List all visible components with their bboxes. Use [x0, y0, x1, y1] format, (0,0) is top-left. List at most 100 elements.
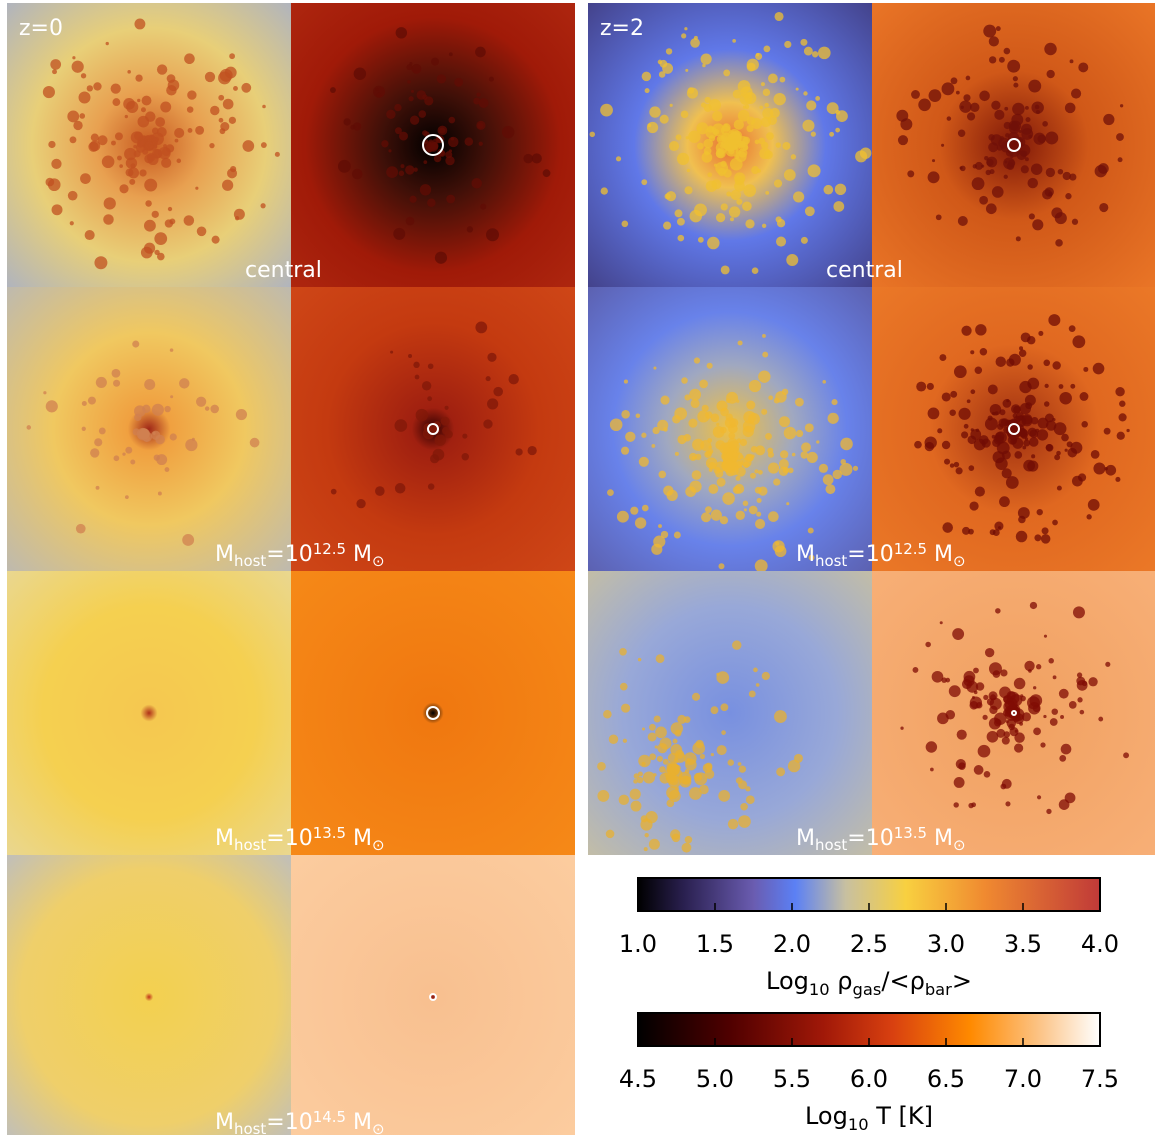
- label-sub: bar: [925, 980, 952, 999]
- clump: [1000, 783, 1007, 790]
- clump: [424, 96, 434, 106]
- clump: [375, 486, 385, 496]
- clump: [1033, 727, 1041, 736]
- clump: [137, 98, 141, 103]
- clump: [607, 489, 614, 497]
- clump: [1059, 754, 1067, 762]
- clump: [1123, 752, 1130, 759]
- clump: [621, 703, 631, 713]
- clump: [822, 474, 834, 486]
- clump: [987, 384, 998, 395]
- clump: [81, 426, 86, 431]
- clump: [1008, 353, 1021, 366]
- clump: [1069, 59, 1074, 64]
- clump: [795, 429, 804, 438]
- label-sub: ⊙: [953, 552, 966, 570]
- clump: [329, 87, 336, 94]
- label-sub: ⊙: [372, 552, 385, 570]
- clump: [353, 67, 367, 80]
- clump: [773, 179, 783, 188]
- clump: [737, 80, 751, 93]
- clump: [803, 91, 808, 96]
- clump: [900, 118, 913, 131]
- label-text: M: [346, 826, 372, 851]
- clump: [1024, 660, 1035, 672]
- clump: [112, 98, 121, 106]
- clump: [660, 395, 670, 405]
- clump: [704, 150, 709, 156]
- clump: [400, 164, 405, 169]
- clump: [409, 62, 413, 66]
- map-panel: [7, 571, 291, 855]
- clump: [641, 504, 649, 512]
- clump: [742, 461, 750, 468]
- clump: [125, 446, 133, 454]
- clump: [523, 153, 533, 164]
- clump: [143, 219, 156, 232]
- clump: [69, 221, 74, 226]
- clump: [746, 400, 756, 410]
- clump: [684, 186, 693, 195]
- clump: [833, 201, 845, 212]
- clump: [395, 127, 402, 135]
- clump: [927, 407, 940, 420]
- clump: [941, 82, 955, 96]
- clump: [666, 489, 678, 501]
- clump: [691, 456, 696, 460]
- clump: [1011, 143, 1018, 149]
- clump: [1032, 219, 1044, 231]
- clump: [1070, 383, 1076, 389]
- clump: [145, 135, 150, 140]
- clump: [1105, 464, 1117, 476]
- clump: [1038, 330, 1044, 336]
- clump: [970, 102, 980, 113]
- clump: [140, 107, 146, 113]
- clump: [132, 340, 140, 348]
- clump: [241, 82, 252, 93]
- centre-marker: [422, 134, 444, 156]
- clump: [681, 842, 692, 853]
- clump: [1036, 664, 1042, 670]
- clump: [780, 450, 789, 459]
- clump: [651, 444, 656, 448]
- clump: [174, 138, 179, 143]
- clump: [1004, 106, 1009, 111]
- clump: [1044, 413, 1054, 423]
- clump: [795, 397, 804, 407]
- clump: [801, 442, 811, 453]
- clump: [408, 354, 413, 358]
- clump: [1115, 387, 1125, 397]
- clump: [802, 119, 815, 132]
- clump: [127, 70, 131, 74]
- clump: [204, 71, 216, 83]
- label-sub: host: [234, 836, 266, 854]
- clump: [803, 46, 813, 56]
- clump: [134, 18, 146, 30]
- clump: [156, 127, 167, 137]
- clump: [597, 789, 610, 802]
- clump: [704, 450, 712, 458]
- clump: [774, 710, 787, 723]
- label-sub: host: [234, 552, 266, 570]
- clump: [783, 169, 796, 181]
- clump: [123, 97, 135, 110]
- clump: [186, 106, 194, 113]
- clump: [90, 448, 100, 458]
- clump: [694, 453, 702, 461]
- clump: [1042, 121, 1048, 127]
- label-sub: ⊙: [372, 1120, 385, 1135]
- clump: [50, 59, 62, 70]
- clump: [1043, 401, 1050, 407]
- clump: [924, 436, 937, 449]
- clump: [957, 216, 968, 226]
- clump: [995, 608, 1001, 614]
- clump: [204, 406, 210, 411]
- clump: [999, 136, 1005, 141]
- clump: [71, 60, 84, 73]
- clump: [726, 191, 732, 197]
- clump: [737, 340, 743, 346]
- clump: [67, 190, 78, 201]
- clump: [825, 484, 836, 495]
- clump: [395, 27, 408, 39]
